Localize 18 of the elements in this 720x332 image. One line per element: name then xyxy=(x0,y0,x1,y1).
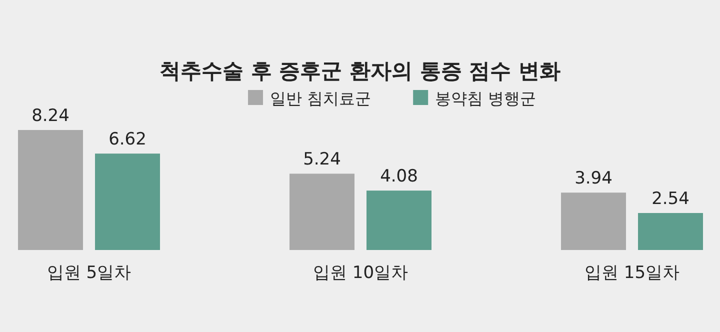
data-label: 3.94 xyxy=(574,168,612,189)
bar xyxy=(561,192,626,250)
x-tick-label: 입원 5일차 xyxy=(46,263,132,283)
data-label: 5.24 xyxy=(303,150,341,170)
data-label: 8.24 xyxy=(32,106,70,126)
data-label: 4.08 xyxy=(380,166,418,187)
bar xyxy=(638,213,703,250)
bar xyxy=(366,190,432,250)
x-tick-label: 입원 15일차 xyxy=(584,263,680,283)
x-tick-label: 입원 10일차 xyxy=(312,263,408,283)
bar xyxy=(290,174,354,250)
bar xyxy=(18,130,83,250)
bar xyxy=(95,154,160,250)
legend-label: 봉약침 병행군 xyxy=(435,89,536,108)
chart-title: 척추수술 후 증후군 환자의 통증 점수 변화 xyxy=(160,59,560,83)
data-label: 6.62 xyxy=(108,130,146,150)
legend-label: 일반 침치료군 xyxy=(270,89,372,108)
data-label: 2.54 xyxy=(652,189,690,210)
